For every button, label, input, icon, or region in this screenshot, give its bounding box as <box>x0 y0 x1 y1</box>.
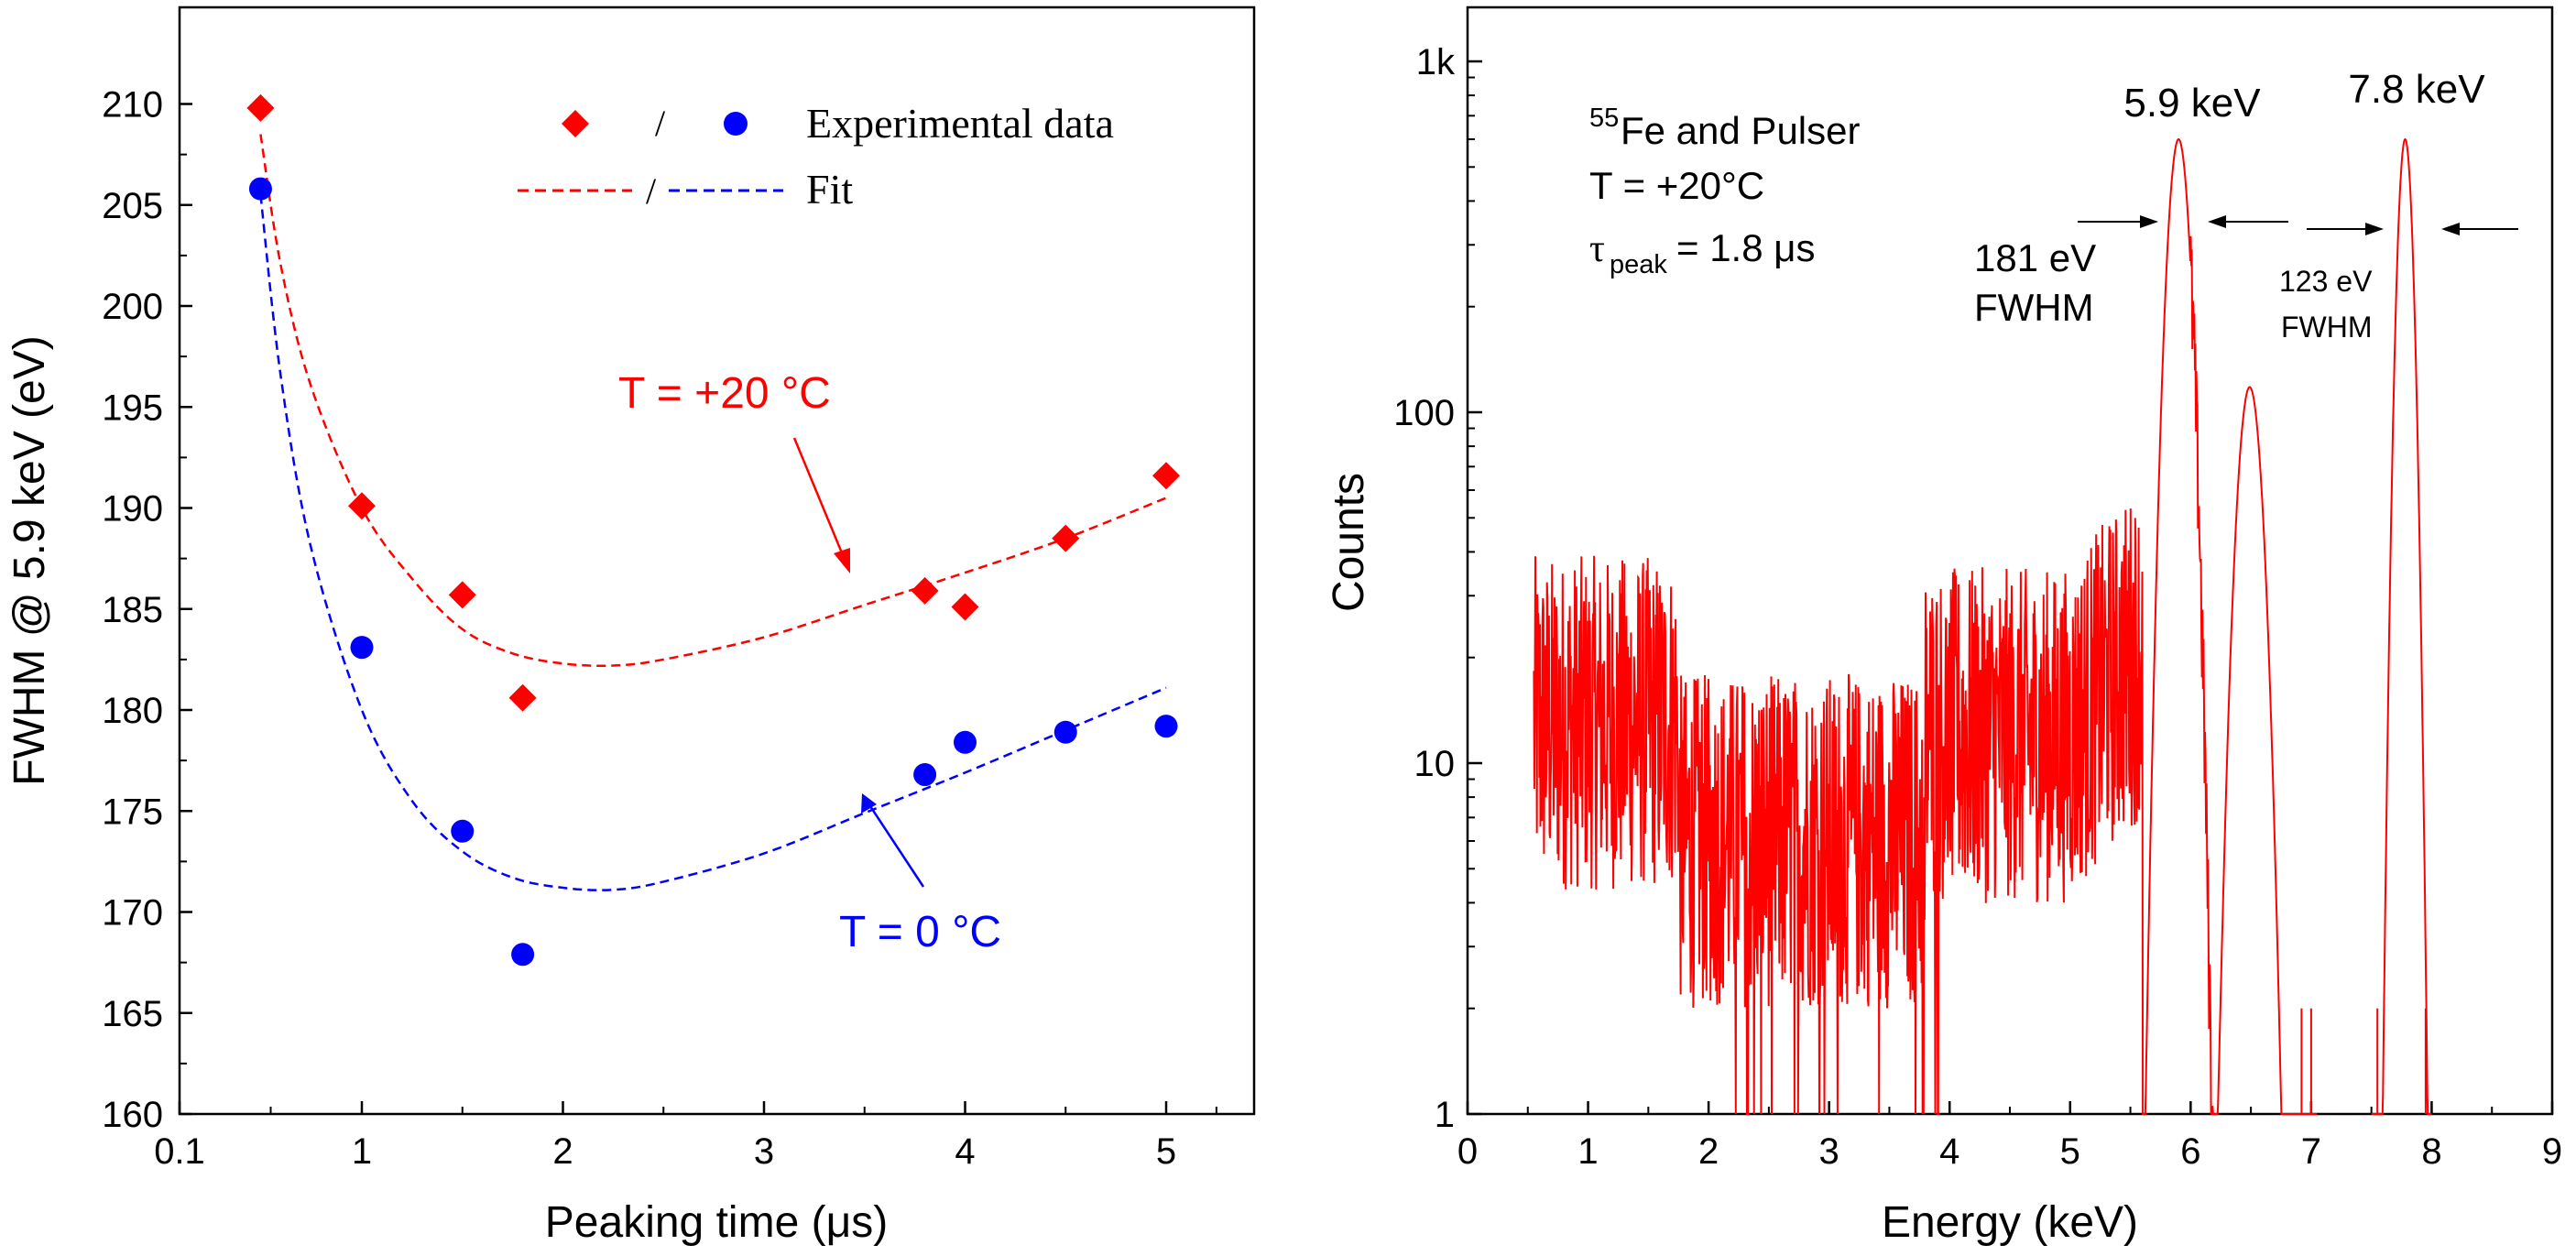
data-point-circle <box>913 763 937 787</box>
fit-line-1 <box>259 194 1167 891</box>
annotation-t20-arrowhead <box>834 548 850 573</box>
data-point-diamond <box>246 93 275 122</box>
right-y-tick-label: 10 <box>1414 744 1456 784</box>
legend-separator-1: / <box>655 103 666 144</box>
fit-line-0 <box>259 134 1167 668</box>
annotation-t20-arrow <box>792 437 845 556</box>
peak1-fwhm-value: 181 eV <box>1974 236 2096 279</box>
left-x-tick-label: 2 <box>552 1131 573 1172</box>
right-x-tick-label: 6 <box>2180 1131 2200 1172</box>
left-y-tick-label: 180 <box>102 691 163 731</box>
right-x-tick-label: 7 <box>2301 1131 2321 1172</box>
left-y-tick-label: 195 <box>102 388 163 428</box>
info-tau-symbol: τ <box>1589 228 1605 270</box>
left-x-tick-label: 5 <box>1156 1131 1176 1172</box>
data-point-circle <box>1154 715 1178 738</box>
left-y-tick-label: 210 <box>102 85 163 126</box>
peak1-fwhm-arrows <box>2078 215 2288 228</box>
right-x-tick-label: 0 <box>1457 1131 1478 1172</box>
left-chart: 0.1 1 2 3 4 5 160 165 170 175 180 185 190 195 200 205 21… <box>5 5 1256 1247</box>
left-y-axis-label: FWHM @ 5.9 keV (eV) <box>5 335 54 785</box>
right-x-axis-label: Energy (keV) <box>1882 1198 2138 1247</box>
right-x-tick-label: 3 <box>1819 1131 1839 1172</box>
right-x-tick-label: 8 <box>2421 1131 2441 1172</box>
data-point-circle <box>511 943 535 967</box>
right-x-tick-label: 9 <box>2542 1131 2562 1172</box>
right-x-tick-label: 1 <box>1577 1131 1598 1172</box>
right-y-tick-label: 1 <box>1435 1095 1455 1135</box>
left-x-tick-label: 4 <box>955 1131 975 1172</box>
peak1-label: 5.9 keV <box>2123 81 2261 126</box>
info-line1: Fe and Pulser <box>1621 109 1860 152</box>
peak2-fwhm-arrows <box>2307 223 2518 235</box>
peak1-fwhm-word: FWHM <box>1974 286 2094 329</box>
data-point-diamond <box>348 492 376 520</box>
right-y-axis-label: Counts <box>1325 473 1373 612</box>
legend-diamond-marker <box>562 110 589 137</box>
data-point-circle <box>350 636 374 660</box>
data-point-diamond <box>951 593 979 621</box>
left-data-markers <box>246 93 1180 967</box>
left-fit-lines <box>259 134 1167 891</box>
legend-circle-marker <box>724 112 748 136</box>
left-y-tick-label: 190 <box>102 489 163 530</box>
spectrum-line <box>1533 137 2432 1115</box>
left-y-tick-label: 200 <box>102 287 163 327</box>
peak2-label: 7.8 keV <box>2348 67 2485 112</box>
annotation-t0-arrow <box>868 805 925 888</box>
data-point-circle <box>248 177 272 201</box>
right-x-tick-label: 5 <box>2060 1131 2080 1172</box>
right-x-tick-label: 4 <box>1939 1131 1959 1172</box>
legend-separator-2: / <box>646 170 657 212</box>
left-plot-frame <box>178 5 1256 1116</box>
right-y-tick-label: 1k <box>1416 42 1456 82</box>
info-tau-value: = 1.8 μs <box>1676 226 1815 269</box>
left-y-tick-label: 170 <box>102 893 163 934</box>
left-x-tick-label: 3 <box>754 1131 774 1172</box>
left-y-tick-label: 165 <box>102 994 163 1034</box>
data-point-diamond <box>448 581 476 609</box>
data-point-diamond <box>911 576 939 605</box>
legend-data-label: Experimental data <box>806 100 1114 147</box>
peak2-fwhm-value: 123 eV <box>2279 265 2373 298</box>
data-point-circle <box>954 730 977 754</box>
info-line2: T = +20°C <box>1589 164 1764 207</box>
left-y-tick-label: 185 <box>102 590 163 630</box>
left-x-tick-label: 0.1 <box>154 1131 205 1172</box>
annotation-t0: T = 0 °C <box>839 908 1001 956</box>
info-superscript: 55 <box>1589 104 1619 133</box>
annotation-t20: T = +20 °C <box>618 369 831 418</box>
left-y-tick-label: 160 <box>102 1095 163 1135</box>
legend-fit-label: Fit <box>806 166 853 213</box>
data-point-circle <box>1053 720 1077 744</box>
left-axis-ticks: 0.1 1 2 3 4 5 160 165 170 175 180 185 190 195 200 205 21… <box>102 85 1217 1172</box>
left-x-tick-label: 1 <box>352 1131 372 1172</box>
left-legend: / Experimental data / Fit <box>518 100 1114 213</box>
info-tau-subscript: peak <box>1610 250 1667 279</box>
data-point-circle <box>451 819 475 843</box>
left-y-tick-label: 205 <box>102 186 163 226</box>
peak2-fwhm-word: FWHM <box>2281 311 2373 344</box>
right-x-tick-label: 2 <box>1698 1131 1719 1172</box>
annotation-t0-arrowhead <box>861 793 877 814</box>
left-x-axis-label: Peaking time (μs) <box>545 1198 888 1247</box>
left-y-tick-label: 175 <box>102 792 163 832</box>
data-point-diamond <box>1052 524 1080 552</box>
right-y-tick-label: 100 <box>1393 393 1455 433</box>
data-point-diamond <box>508 683 537 712</box>
data-point-diamond <box>1152 462 1180 490</box>
